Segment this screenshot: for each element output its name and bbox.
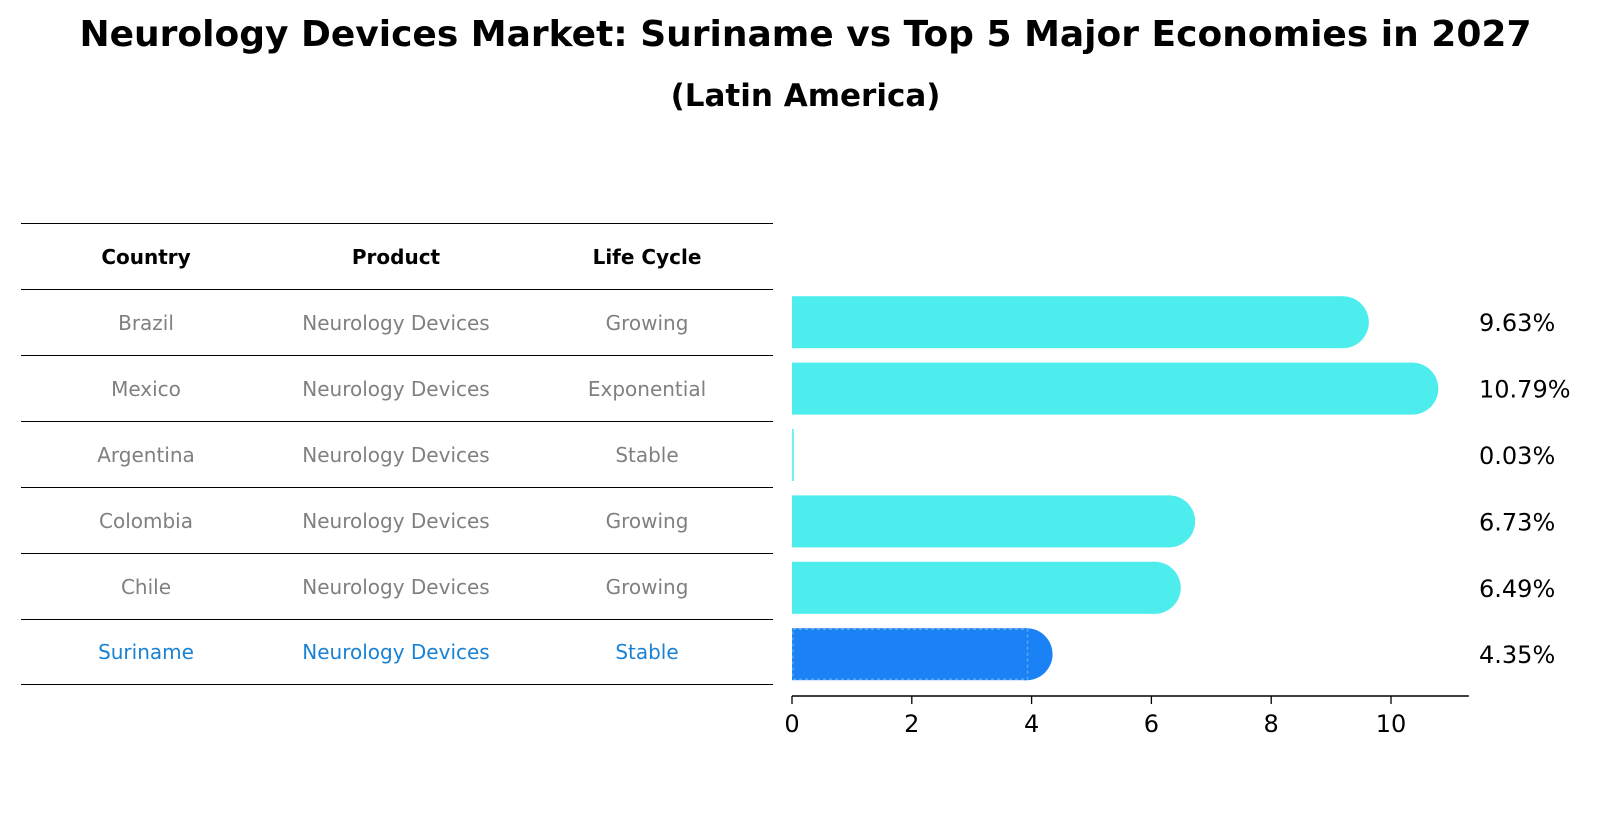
value-label: 9.63% — [1479, 309, 1555, 337]
life-cycle-cell: Growing — [605, 310, 689, 335]
bar-suriname — [792, 628, 1053, 681]
bar-body — [792, 628, 1027, 681]
country-cell: Chile — [120, 574, 172, 599]
x-tick-label: 6 — [1144, 710, 1159, 738]
bar-highlight-outline — [792, 628, 1029, 680]
bar-chile — [792, 561, 1181, 614]
bar-cap — [1143, 495, 1196, 548]
country-cell: Suriname — [98, 640, 194, 664]
bar-colombia — [792, 495, 1196, 548]
country-cell: Brazil — [118, 310, 174, 335]
value-label: 10.79% — [1479, 376, 1571, 404]
product-cell: Neurology Devices — [302, 574, 490, 599]
product-cell: Neurology Devices — [302, 376, 490, 401]
life-cycle-cell: Exponential — [587, 376, 707, 401]
life-cycle-cell: Stable — [615, 640, 679, 664]
value-label: 4.35% — [1479, 641, 1555, 669]
table-row: Brazil Neurology Devices Growing — [21, 289, 773, 355]
bar-argentina — [792, 429, 794, 481]
bar-body — [792, 561, 1155, 614]
table-header-row: Country Product Life Cycle — [21, 223, 773, 289]
product-cell: Neurology Devices — [302, 508, 490, 533]
value-label: 6.73% — [1479, 508, 1555, 536]
header-country: Country — [101, 244, 191, 269]
chart-title: Neurology Devices Market: Suriname vs To… — [79, 14, 1532, 55]
value-label: 6.49% — [1479, 575, 1555, 603]
life-cycle-cell: Growing — [605, 508, 689, 533]
x-tick-label: 10 — [1376, 710, 1407, 738]
bar-cap — [1386, 362, 1439, 415]
x-tick-label: 0 — [784, 710, 799, 738]
product-cell: Neurology Devices — [302, 310, 490, 335]
bar-mexico — [792, 362, 1439, 415]
x-tick-label: 4 — [1024, 710, 1039, 738]
table-row: Colombia Neurology Devices Growing — [21, 487, 773, 553]
table-row: Chile Neurology Devices Growing — [21, 553, 773, 619]
table-row-highlight: Suriname Neurology Devices Stable — [21, 619, 773, 685]
bar-cap — [1128, 561, 1181, 614]
country-cell: Colombia — [99, 508, 193, 533]
country-cell: Mexico — [111, 376, 181, 401]
country-cell: Argentina — [97, 442, 195, 467]
header-product: Product — [351, 244, 441, 269]
chart-subtitle: (Latin America) — [670, 78, 941, 114]
product-cell: Neurology Devices — [302, 640, 490, 664]
bar-cap — [1000, 628, 1053, 681]
bar-body — [792, 495, 1170, 548]
bar-body — [792, 296, 1343, 349]
x-tick-label: 8 — [1264, 710, 1279, 738]
x-tick-label: 2 — [904, 710, 919, 738]
bar-body — [792, 362, 1413, 415]
product-cell: Neurology Devices — [302, 442, 490, 467]
life-cycle-cell: Stable — [615, 442, 679, 467]
table-row: Argentina Neurology Devices Stable — [21, 421, 773, 487]
bar-cap — [1316, 296, 1369, 349]
header-life-cycle: Life Cycle — [592, 244, 702, 269]
value-label: 0.03% — [1479, 442, 1555, 470]
bar-brazil — [792, 296, 1369, 349]
life-cycle-cell: Growing — [605, 574, 689, 599]
table-row: Mexico Neurology Devices Exponential — [21, 355, 773, 421]
data-table: Country Product Life Cycle Brazil Neurol… — [21, 223, 773, 685]
